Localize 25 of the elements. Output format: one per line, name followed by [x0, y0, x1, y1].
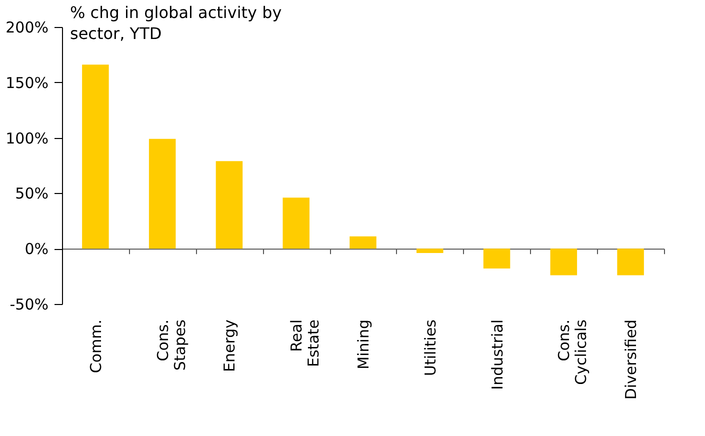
y-tick-label: 150% [6, 74, 48, 92]
x-tick-label: Utilities [421, 319, 440, 376]
bar [216, 161, 243, 249]
bar [550, 248, 578, 276]
bar [148, 138, 176, 249]
bar [350, 236, 376, 249]
y-tick-label: 0% [24, 240, 48, 258]
y-tick-label: 200% [6, 18, 48, 36]
x-tick-label: Cons. Stapes [154, 319, 189, 371]
annotation: % chg in global activity by sector, YTD [70, 3, 282, 43]
x-tick-label: Diversified [622, 320, 640, 400]
y-tick-label: -50% [10, 296, 48, 314]
bar [82, 64, 109, 249]
bar [617, 248, 644, 276]
bar [416, 248, 444, 254]
bar [282, 198, 310, 249]
y-tick-label: 50% [15, 184, 48, 203]
x-tick-label: Industrial [488, 320, 506, 390]
x-tick-label: Cons. Cyclicals [555, 319, 590, 385]
x-tick-label: Energy [220, 319, 239, 372]
x-tick-label: Mining [354, 320, 372, 370]
x-tick-label: Comm. [86, 320, 105, 374]
bar [483, 248, 510, 269]
x-tick-label: Real Estate [288, 320, 323, 367]
y-tick-label: 100% [6, 129, 48, 148]
